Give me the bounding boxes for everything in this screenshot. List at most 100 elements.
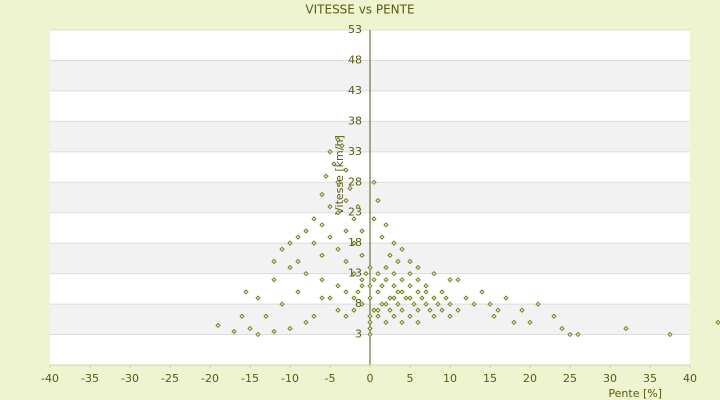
point <box>487 301 493 307</box>
point <box>327 149 333 155</box>
point <box>391 270 397 277</box>
point <box>279 301 285 307</box>
point <box>343 228 349 234</box>
x-tick-label: 5 <box>407 372 414 385</box>
x-tick-label: 25 <box>563 372 577 385</box>
point <box>379 234 385 240</box>
x-tick-label: 35 <box>643 372 657 385</box>
point <box>375 270 381 277</box>
point <box>575 331 581 338</box>
point <box>311 240 317 246</box>
x-tick-label: 40 <box>683 372 697 385</box>
point <box>239 313 245 319</box>
point <box>359 301 365 307</box>
point <box>367 331 373 338</box>
point <box>311 313 317 319</box>
point <box>419 295 425 301</box>
point <box>407 283 413 289</box>
point <box>447 277 453 283</box>
point <box>551 313 557 319</box>
point <box>247 325 253 332</box>
point <box>375 307 381 313</box>
point <box>323 173 329 179</box>
x-tick-label: 10 <box>443 372 457 385</box>
point <box>243 289 249 295</box>
point <box>391 283 397 289</box>
point <box>455 307 461 313</box>
chart-title: VITESSE vs PENTE <box>305 3 414 17</box>
point <box>435 301 441 307</box>
point <box>391 240 397 246</box>
point <box>431 270 437 277</box>
point <box>383 277 389 283</box>
y-tick-label: 28 <box>348 175 362 188</box>
point <box>491 313 497 319</box>
x-tick-label: -35 <box>81 372 99 385</box>
point <box>367 283 373 289</box>
point <box>319 277 325 283</box>
y-tick-label: 53 <box>348 23 362 36</box>
point <box>295 234 301 240</box>
point <box>479 289 485 295</box>
point <box>383 264 389 271</box>
point <box>567 331 573 338</box>
point <box>367 319 373 326</box>
point <box>443 295 449 301</box>
point <box>431 313 437 319</box>
point <box>715 319 720 326</box>
point <box>383 222 389 228</box>
x-tick-label: -5 <box>325 372 336 385</box>
point <box>343 313 349 319</box>
point <box>423 289 429 295</box>
point <box>399 277 405 283</box>
y-tick-label: 38 <box>348 114 362 127</box>
point <box>303 228 309 234</box>
x-tick-label: -10 <box>281 372 299 385</box>
point <box>423 283 429 289</box>
point <box>399 307 405 313</box>
point <box>215 322 221 329</box>
x-tick-label: -20 <box>201 372 219 385</box>
point <box>391 295 397 301</box>
point <box>359 277 365 283</box>
x-tick-label: -25 <box>161 372 179 385</box>
point <box>395 258 401 265</box>
point <box>667 331 673 338</box>
point <box>379 283 385 289</box>
point <box>407 270 413 277</box>
x-tick-label: -15 <box>241 372 259 385</box>
point <box>511 319 517 326</box>
point <box>255 295 261 301</box>
point <box>319 252 325 259</box>
point <box>447 301 453 307</box>
point <box>367 313 373 319</box>
point <box>623 325 629 332</box>
point <box>463 295 469 301</box>
point <box>263 313 269 319</box>
point <box>375 197 381 204</box>
point <box>355 203 361 210</box>
point <box>367 325 373 332</box>
y-tick-label: 48 <box>348 53 362 66</box>
point <box>403 295 409 301</box>
point <box>375 313 381 319</box>
point <box>387 295 393 301</box>
point <box>383 301 389 307</box>
point <box>439 289 445 295</box>
point <box>375 289 381 295</box>
point <box>407 313 413 319</box>
point <box>295 258 301 265</box>
point <box>343 258 349 265</box>
point <box>371 277 377 283</box>
point <box>439 307 445 313</box>
point <box>395 289 401 295</box>
point <box>367 295 373 301</box>
point <box>331 161 337 167</box>
point <box>231 328 237 335</box>
point <box>387 252 393 259</box>
point <box>351 307 357 313</box>
point <box>399 289 405 295</box>
point <box>415 319 421 326</box>
point <box>379 301 385 307</box>
